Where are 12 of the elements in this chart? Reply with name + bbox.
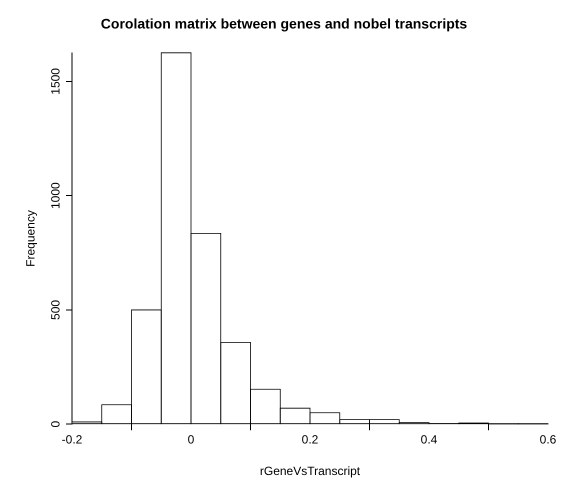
x-tick-label: 0.4 — [420, 432, 438, 447]
y-tick-label: 500 — [48, 300, 62, 320]
x-tick-label: -0.2 — [62, 432, 83, 447]
x-axis-title: rGeneVsTranscript — [260, 464, 361, 478]
x-tick-label: 0.2 — [302, 432, 319, 447]
y-tick-label: 0 — [48, 420, 62, 428]
y-axis-title: Frequency — [24, 210, 38, 267]
y-tick-label: 1000 — [48, 182, 62, 209]
y-tick-label: 1500 — [48, 68, 62, 95]
x-tick-label: 0.6 — [540, 432, 557, 447]
x-tick-label: 0 — [188, 432, 195, 447]
chart-title: Corolation matrix between genes and nobel transcripts — [100, 15, 468, 32]
